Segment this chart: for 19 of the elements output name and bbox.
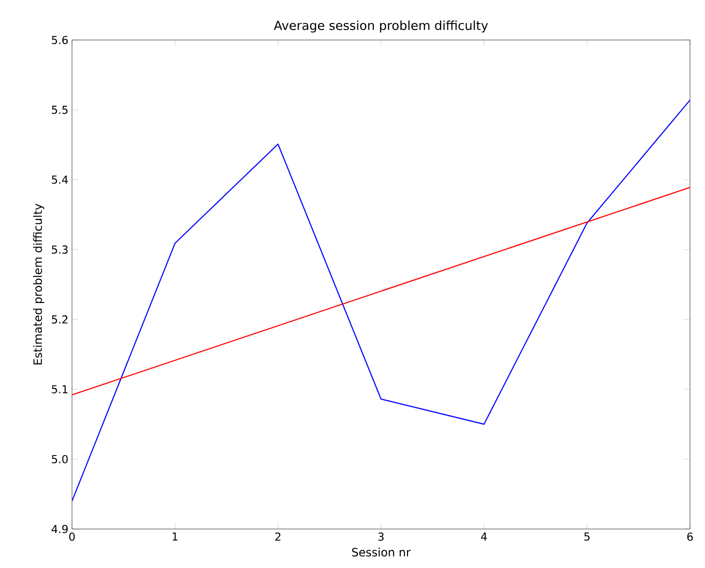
y-tick-label: 5.6 [52, 36, 68, 44]
line-series [72, 100, 690, 502]
x-tick-label: 6 [687, 532, 693, 541]
y-tick-label: 5.2 [52, 315, 68, 324]
y-tick-label: 5.0 [52, 455, 68, 464]
x-tick-label: 2 [275, 532, 280, 541]
x-tick-label: 0 [69, 532, 75, 541]
y-axis-title: Estimated problem difficulty [33, 204, 44, 364]
chart-title: Average session problem difficulty [274, 20, 488, 33]
y-tick-label: 5.5 [52, 106, 68, 114]
x-axis-title: Session nr [352, 548, 411, 557]
y-tick-label: 5.4 [52, 176, 68, 184]
x-tick-label: 5 [584, 532, 590, 541]
y-tick-label: 4.9 [52, 524, 68, 534]
x-tick-label: 4 [481, 532, 487, 541]
y-tick-label: 5.1 [52, 385, 68, 394]
x-tick-label: 3 [378, 532, 384, 541]
x-tick-label: 1 [172, 532, 178, 541]
y-tick-label: 5.3 [52, 245, 68, 254]
